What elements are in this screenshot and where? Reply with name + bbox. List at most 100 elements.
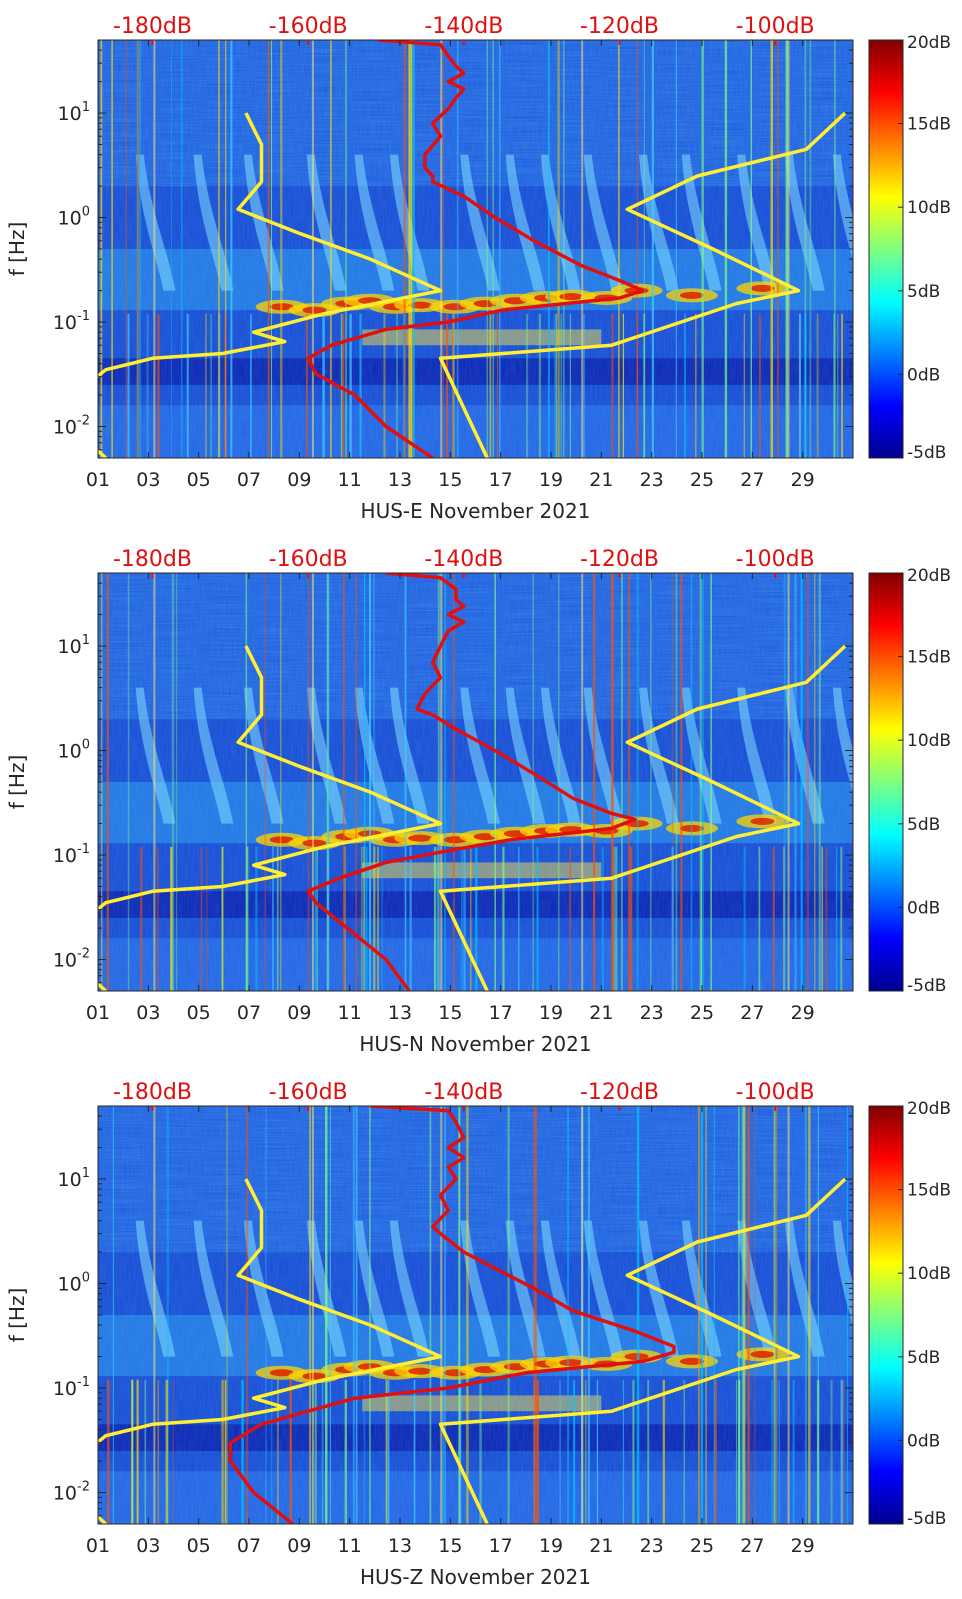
storm-plume	[832, 154, 853, 261]
glitch-line	[329, 1106, 331, 1524]
microseism-peak-core	[302, 1372, 327, 1380]
glitch-line	[536, 1379, 539, 1524]
x-tick-label: 17	[489, 469, 513, 491]
x-tick-label: 13	[388, 469, 412, 491]
colorbar-tick-label: 5dB	[907, 815, 940, 835]
glitch-line	[344, 1379, 347, 1524]
glitch-line	[277, 1379, 279, 1524]
glitch-line	[526, 313, 529, 458]
x-tick-label: 19	[539, 1002, 563, 1024]
glitch-line	[245, 573, 248, 991]
glitch-line	[461, 846, 463, 991]
x-tick-label: 05	[187, 1002, 211, 1024]
glitch-line	[489, 313, 492, 458]
x-tick-label: 23	[640, 469, 664, 491]
event-line	[787, 1106, 790, 1524]
x-tick-label: 21	[589, 469, 613, 491]
glitch-line	[675, 40, 677, 458]
glitch-line	[772, 846, 775, 991]
glitch-line	[314, 1379, 317, 1524]
glitch-line	[611, 573, 614, 991]
glitch-line	[265, 1106, 267, 1524]
glitch-line	[325, 1106, 328, 1524]
top-axis-label-db: -160dB	[269, 1080, 348, 1105]
storm-plume	[737, 687, 777, 824]
low-noise-model-curve	[98, 645, 443, 991]
event-line	[311, 573, 314, 991]
glitch-line	[573, 1379, 576, 1524]
glitch-line	[662, 1379, 665, 1524]
glitch-line	[532, 573, 534, 991]
glitch-line	[830, 1379, 833, 1524]
glitch-line	[554, 313, 557, 458]
glitch-line	[834, 40, 836, 458]
glitch-line	[701, 40, 704, 458]
glitch-line	[804, 1106, 807, 1524]
glitch-line	[774, 1106, 778, 1524]
glitch-line	[582, 313, 586, 458]
glitch-line	[381, 846, 383, 991]
y-axis-label: f [Hz]	[5, 222, 29, 277]
glitch-line	[486, 40, 488, 458]
glitch-line	[809, 40, 812, 458]
x-tick-label: 21	[589, 1002, 613, 1024]
microseism-peak-core	[559, 293, 584, 301]
glitch-line	[387, 1379, 390, 1524]
glitch-line	[754, 1106, 756, 1524]
glitch-line	[533, 1106, 536, 1524]
glitch-line	[841, 313, 843, 458]
glitch-line	[127, 313, 130, 458]
glitch-line	[683, 1379, 686, 1524]
y-tick-exponent: -1	[77, 309, 90, 324]
glitch-line	[218, 40, 220, 458]
top-axis-label-db: -100dB	[736, 547, 815, 572]
glitch-line	[186, 313, 189, 458]
glitch-line	[535, 1106, 538, 1524]
y-tick-label: 10-2	[53, 947, 90, 972]
glitch-line	[601, 846, 604, 991]
glitch-line	[250, 313, 252, 458]
glitch-line	[157, 1379, 159, 1524]
storm-plume	[135, 154, 176, 291]
glitch-line	[210, 313, 212, 458]
glitch-line	[783, 846, 785, 991]
glitch-line	[558, 573, 560, 991]
glitch-line	[442, 1379, 444, 1524]
glitch-line	[466, 1106, 469, 1524]
glitch-line	[773, 1106, 776, 1524]
glitch-line	[840, 846, 843, 991]
storm-plume	[505, 687, 546, 824]
spectrogram-image	[98, 40, 853, 458]
glitch-line	[452, 573, 456, 991]
x-tick-label: 01	[86, 1535, 110, 1557]
colorbar-tick-label: -5dB	[907, 443, 946, 463]
storm-plume	[460, 687, 501, 824]
glitch-line	[816, 1379, 820, 1524]
storm-plume	[193, 154, 234, 291]
spectrogram-image	[98, 1106, 853, 1524]
storm-plume	[583, 154, 624, 291]
x-tick-label: 09	[287, 1535, 311, 1557]
glitch-line	[316, 846, 318, 991]
x-tick-label: 17	[489, 1535, 513, 1557]
colorbar-tick-label: 10dB	[907, 1264, 951, 1284]
glitch-line	[385, 1379, 388, 1524]
y-tick-exponent: -2	[77, 1480, 90, 1495]
x-tick-label: 25	[690, 469, 714, 491]
x-tick-label: 29	[791, 1002, 815, 1024]
glitch-line	[112, 1106, 114, 1524]
colorbar-tick-label: 15dB	[907, 648, 951, 668]
glitch-line	[560, 313, 563, 458]
colorbar-tick-label: 15dB	[907, 115, 951, 135]
glitch-line	[166, 1106, 170, 1524]
glitch-line	[456, 40, 459, 458]
glitch-line	[699, 573, 702, 991]
glitch-line	[671, 573, 674, 991]
glitch-line	[200, 846, 203, 991]
glitch-line	[223, 313, 227, 458]
x-axis-label: HUS-E November 2021	[361, 499, 591, 523]
glitch-line	[785, 40, 788, 458]
glitch-line	[146, 313, 149, 458]
glitch-line	[557, 40, 560, 458]
glitch-line	[771, 1379, 774, 1524]
